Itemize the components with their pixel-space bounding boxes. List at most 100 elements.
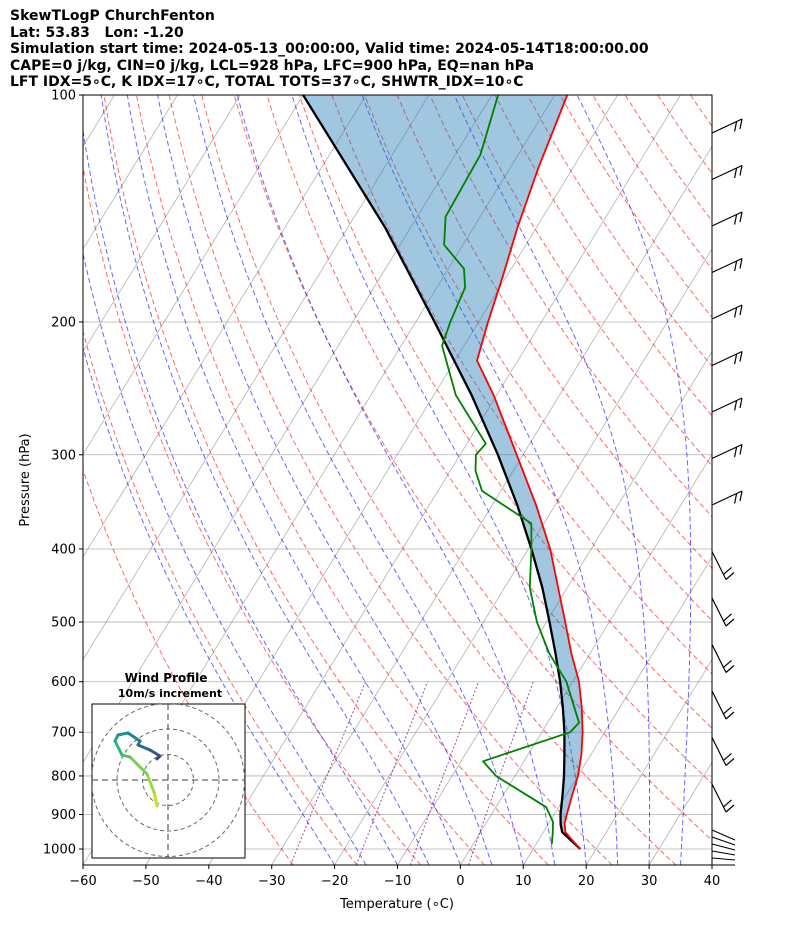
y-tick-label: 600 — [51, 675, 76, 690]
dry-adiabat — [494, 95, 712, 417]
wind-barb-feather — [723, 660, 732, 668]
wind-barb — [711, 737, 735, 766]
mixing-ratio-line — [468, 681, 534, 865]
wind-barb-shaft — [711, 551, 727, 580]
isotherm-line — [83, 95, 241, 353]
wind-barb — [711, 350, 743, 367]
dry-adiabat — [298, 95, 712, 729]
dry-adiabat — [461, 95, 712, 467]
dry-adiabat — [624, 95, 712, 222]
x-tick-label: 0 — [456, 874, 464, 889]
wind-barb — [711, 304, 743, 320]
x-tick-label: −10 — [384, 874, 411, 889]
hodograph-segment — [145, 772, 156, 794]
wind-barb — [711, 211, 743, 227]
wind-barb — [711, 118, 743, 134]
wind-barb-feather — [734, 167, 738, 179]
dry-adiabat — [201, 95, 677, 865]
wind-barb-feather — [739, 304, 743, 316]
y-tick-label: 900 — [51, 808, 76, 823]
wind-barb-feather — [739, 211, 743, 223]
moist-adiabat — [576, 95, 692, 865]
inset-subtitle: 10m/s increment — [118, 687, 222, 700]
wind-barb-shaft — [711, 690, 727, 720]
title-cape-indices: CAPE=0 j/kg, CIN=0 j/kg, LCL=928 hPa, LF… — [10, 57, 534, 74]
mixing-ratio-line — [355, 681, 429, 865]
isotherm-line — [648, 761, 712, 865]
isotherm-line — [83, 95, 367, 558]
wind-barb-feather — [725, 758, 735, 766]
dry-adiabat — [266, 95, 712, 785]
x-tick-label: 40 — [704, 874, 721, 889]
wind-barb-feather — [734, 493, 738, 504]
wind-barb-shaft — [711, 443, 743, 460]
x-tick-label: −60 — [69, 874, 96, 889]
title-station: SkewTLogP ChurchFenton — [10, 8, 215, 24]
hodograph-segment — [116, 731, 130, 737]
moist-adiabat — [361, 95, 619, 865]
dry-adiabat — [331, 95, 712, 675]
dry-adiabat — [103, 95, 485, 865]
hodograph-segment — [126, 731, 142, 743]
wind-barb-surface — [711, 850, 736, 856]
hodograph-segment — [148, 748, 162, 758]
wind-barb-surface — [711, 843, 736, 851]
title-stability-indices: LFT IDX=5∘C, K IDX=17∘C, TOTAL TOTS=37∘C… — [10, 74, 524, 90]
wind-barb-feather — [723, 613, 732, 622]
wind-barb-shaft — [711, 397, 743, 413]
x-axis-label: Temperature (∘C) — [339, 897, 454, 912]
isotherm-line — [775, 95, 794, 865]
isotherm-line — [397, 350, 712, 865]
isotherm-line — [585, 658, 712, 865]
x-tick-label: 30 — [641, 874, 658, 889]
y-tick-label: 800 — [51, 769, 76, 784]
wind-barb-shaft — [711, 118, 743, 134]
isotherm-line — [83, 95, 430, 661]
hodograph-segment — [152, 790, 159, 808]
dry-adiabat — [83, 468, 294, 865]
dry-adiabat — [429, 95, 712, 518]
wind-barb-feather — [723, 753, 732, 761]
wind-barb-feather — [739, 444, 743, 455]
isotherm-line — [522, 556, 712, 865]
moist-adiabat — [291, 95, 587, 865]
moist-adiabat — [100, 95, 430, 865]
y-axis-label: Pressure (hPa) — [18, 433, 33, 526]
wind-barb-shaft — [711, 164, 743, 181]
wind-barb-feather — [734, 214, 738, 225]
wind-barb-shaft — [711, 257, 743, 274]
mixing-ratio-line — [409, 681, 480, 865]
wind-barb-surface — [711, 857, 736, 861]
wind-barb-feather — [739, 351, 743, 362]
wind-barb-surface — [711, 829, 736, 841]
hodograph-segment — [155, 754, 162, 761]
wind-barb-feather — [739, 258, 743, 269]
x-tick-label: 20 — [578, 874, 595, 889]
y-tick-label: 500 — [51, 616, 76, 631]
wind-barb-feather — [725, 665, 735, 673]
wind-barb-feather — [739, 118, 743, 130]
wind-barb-feather — [734, 446, 738, 458]
wind-barbs — [711, 118, 743, 866]
y-tick-label: 100 — [51, 89, 76, 104]
isotherm-line — [83, 95, 304, 456]
wind-barb-feather — [723, 567, 732, 575]
wind-barb — [711, 397, 743, 413]
isotherm-line — [711, 864, 712, 865]
wind-barb-shaft — [711, 211, 743, 227]
title-times: Simulation start time: 2024-05-13_00:00:… — [10, 41, 649, 57]
wind-barb — [711, 597, 735, 627]
moist-adiabat — [83, 127, 398, 865]
wind-barb-shaft — [711, 783, 727, 813]
x-tick-label: −20 — [321, 874, 348, 889]
dry-adiabat — [657, 95, 712, 175]
wind-barb-feather — [725, 618, 735, 627]
y-tick-label: 700 — [51, 726, 76, 741]
x-tick-label: −30 — [258, 874, 285, 889]
chart-header: SkewTLogP ChurchFenton Lat: 53.83 Lon: -1… — [10, 8, 649, 91]
cape-area — [303, 95, 583, 849]
profiles — [302, 95, 584, 850]
wind-barb-feather — [734, 400, 738, 411]
isotherm-line — [334, 248, 712, 865]
